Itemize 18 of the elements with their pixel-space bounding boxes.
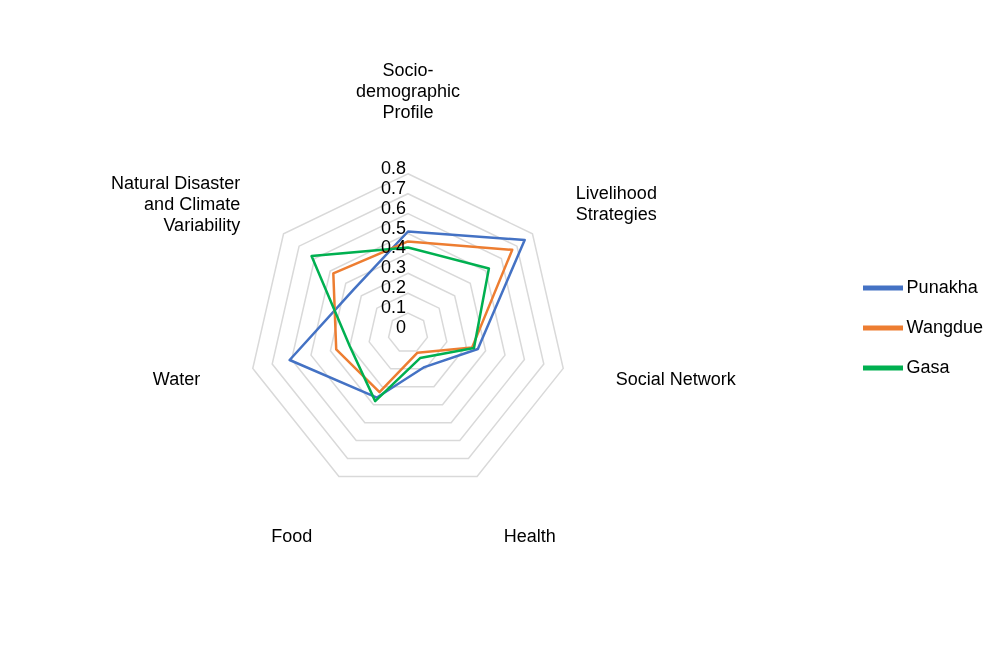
y-tick-label: 0.2 bbox=[380, 277, 406, 298]
spoke-label: Health bbox=[503, 525, 556, 546]
y-tick-label: 0.5 bbox=[380, 217, 406, 238]
legend-label: Gasa bbox=[906, 356, 950, 377]
y-tick-label: 0.7 bbox=[380, 177, 406, 198]
legend-label: Wangdue bbox=[906, 316, 983, 337]
y-tick-label: 0.3 bbox=[380, 257, 406, 278]
spoke-label: Food bbox=[271, 525, 313, 546]
spoke-label: Social Network bbox=[615, 369, 737, 390]
spoke-label: Water bbox=[152, 369, 201, 390]
y-tick-label: 0.8 bbox=[380, 157, 406, 178]
y-tick-label: 0 bbox=[395, 317, 406, 337]
y-tick-label: 0.6 bbox=[380, 197, 406, 218]
spoke-label: Livelihood Strategies bbox=[575, 183, 657, 225]
spoke-label: Natural Disaster and Climate Variability bbox=[111, 172, 241, 235]
legend-label: Punakha bbox=[906, 276, 978, 297]
spoke-label: Socio-demographic Profile bbox=[355, 60, 461, 122]
y-tick-label: 0.1 bbox=[380, 297, 406, 318]
